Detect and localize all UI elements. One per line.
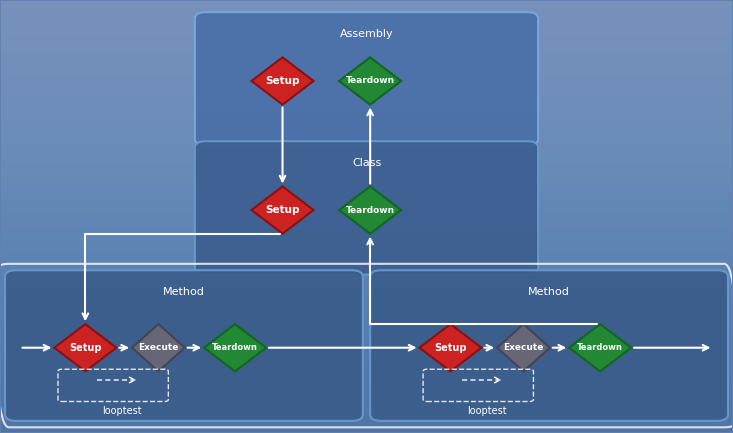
Text: Assembly: Assembly xyxy=(339,29,394,39)
Polygon shape xyxy=(251,186,314,234)
FancyBboxPatch shape xyxy=(195,12,538,145)
Text: looptest: looptest xyxy=(467,406,507,416)
Text: looptest: looptest xyxy=(102,406,141,416)
Polygon shape xyxy=(204,324,266,372)
Polygon shape xyxy=(339,57,401,105)
Polygon shape xyxy=(569,324,631,372)
Polygon shape xyxy=(132,324,185,372)
Polygon shape xyxy=(54,324,117,372)
Text: Execute: Execute xyxy=(504,343,544,352)
Text: Execute: Execute xyxy=(139,343,179,352)
FancyBboxPatch shape xyxy=(5,270,363,421)
Polygon shape xyxy=(497,324,550,372)
FancyBboxPatch shape xyxy=(195,141,538,275)
Text: Method: Method xyxy=(528,288,570,297)
Polygon shape xyxy=(251,57,314,105)
Text: Setup: Setup xyxy=(265,76,300,86)
Polygon shape xyxy=(419,324,482,372)
Text: Class: Class xyxy=(352,158,381,168)
Text: Method: Method xyxy=(163,288,205,297)
Polygon shape xyxy=(339,186,401,234)
FancyBboxPatch shape xyxy=(370,270,728,421)
Text: Teardown: Teardown xyxy=(345,206,394,214)
Text: Setup: Setup xyxy=(265,205,300,215)
Text: Setup: Setup xyxy=(434,343,467,353)
Text: Setup: Setup xyxy=(69,343,102,353)
Text: Teardown: Teardown xyxy=(212,343,258,352)
Text: Teardown: Teardown xyxy=(345,77,394,85)
Text: Teardown: Teardown xyxy=(577,343,623,352)
